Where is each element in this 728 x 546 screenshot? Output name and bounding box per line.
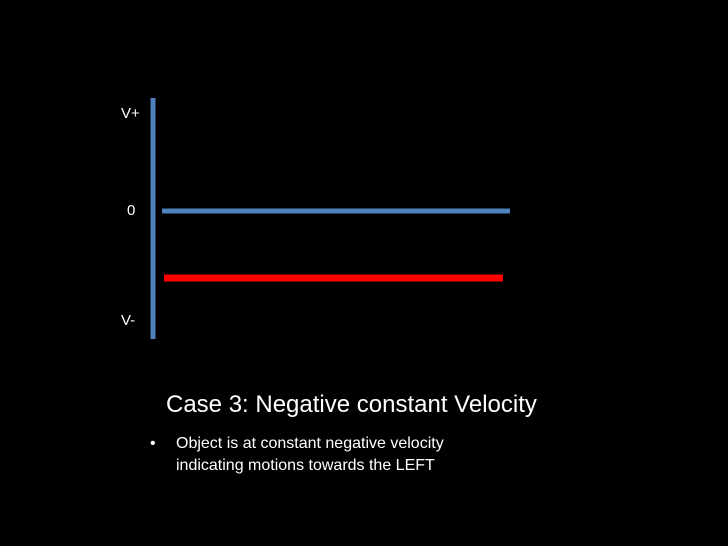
v-minus-label: V-: [121, 312, 136, 329]
bullet-list: • Object is at constant negative velocit…: [150, 433, 506, 477]
zero-label: 0: [127, 202, 136, 219]
bullet-icon: •: [150, 435, 156, 452]
bullet-text: Object is at constant negative velocity …: [176, 435, 444, 474]
bullet-item: • Object is at constant negative velocit…: [150, 433, 506, 477]
case-title: Case 3: Negative constant Velocity: [166, 391, 537, 418]
v-plus-label: V+: [121, 105, 140, 122]
